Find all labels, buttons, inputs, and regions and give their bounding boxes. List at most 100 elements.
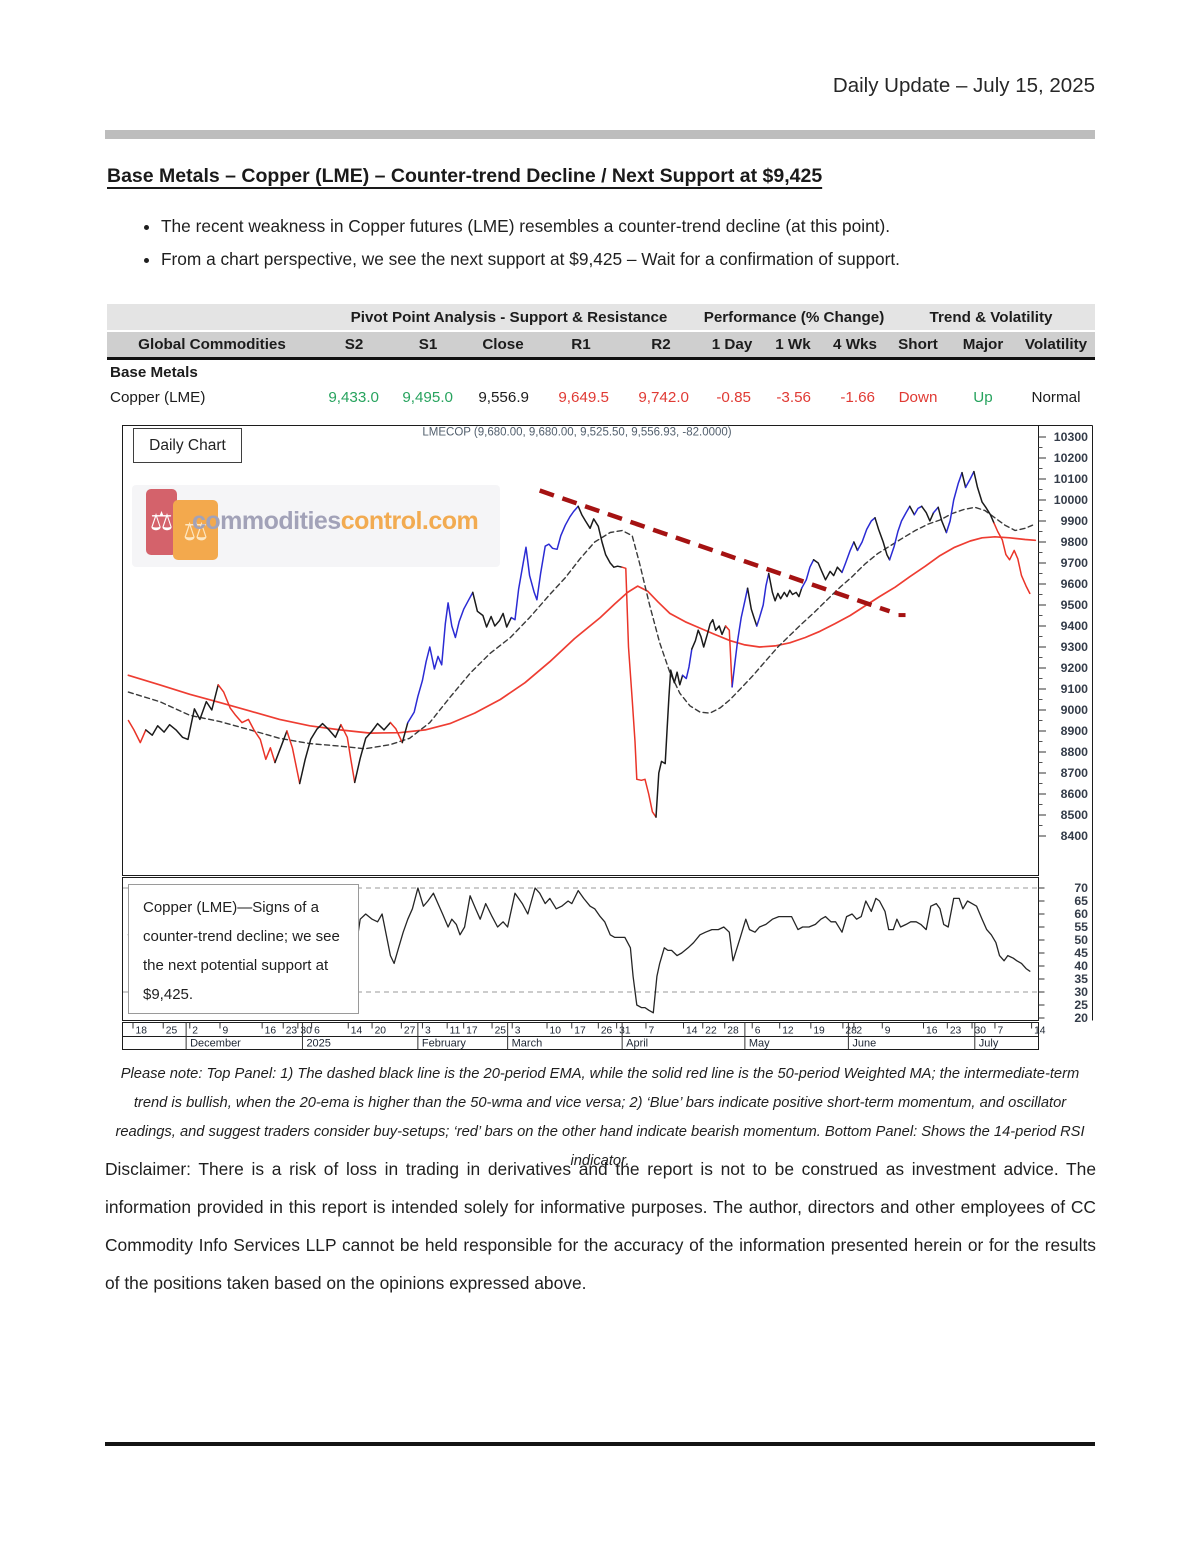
cell-short-trend: Down (898, 389, 938, 406)
svg-text:14: 14 (686, 1026, 698, 1037)
cell-r2: 9,742.0 (638, 389, 689, 406)
svg-text:2: 2 (192, 1026, 198, 1037)
cell-1day: -0.85 (716, 389, 751, 406)
svg-text:28: 28 (845, 1026, 857, 1037)
group-header-trend: Trend & Volatility (929, 308, 1053, 326)
svg-text:14: 14 (1034, 1026, 1046, 1037)
svg-text:December: December (190, 1038, 241, 1050)
svg-text:February: February (422, 1038, 467, 1050)
svg-text:9600: 9600 (1061, 577, 1089, 591)
table-group-header-row: Pivot Point Analysis - Support & Resista… (107, 304, 1095, 330)
scales-icon: ⚖ (146, 489, 177, 555)
col-header: R1 (571, 336, 591, 353)
col-header: Volatility (1024, 336, 1088, 353)
col-header: 4 Wks (833, 336, 877, 353)
svg-text:25: 25 (166, 1026, 178, 1037)
chart-annotation: Copper (LME)—Signs of a counter-trend de… (128, 884, 359, 1014)
svg-text:8800: 8800 (1061, 745, 1089, 759)
svg-text:6: 6 (314, 1026, 320, 1037)
col-header: S1 (418, 336, 438, 353)
svg-text:8900: 8900 (1061, 724, 1089, 738)
header-divider-bar (105, 130, 1095, 139)
svg-text:27: 27 (404, 1026, 416, 1037)
svg-text:55: 55 (1074, 920, 1088, 934)
svg-text:3: 3 (515, 1026, 521, 1037)
col-header: Short (898, 336, 938, 353)
svg-text:35: 35 (1074, 972, 1088, 986)
svg-text:8700: 8700 (1061, 766, 1089, 780)
svg-text:60: 60 (1074, 907, 1088, 921)
chart-note: Please note: Top Panel: 1) The dashed bl… (115, 1066, 1085, 1169)
svg-text:30: 30 (1074, 985, 1088, 999)
svg-text:9900: 9900 (1061, 514, 1089, 528)
svg-text:8600: 8600 (1061, 787, 1089, 801)
cell-s2: 9,433.0 (328, 389, 379, 406)
svg-text:30: 30 (300, 1026, 312, 1037)
col-header: 1 Day (711, 336, 753, 353)
svg-text:70: 70 (1074, 881, 1088, 895)
cell-r1: 9,649.5 (558, 389, 609, 406)
table-row: Copper (LME) 9,433.0 9,495.0 9,556.9 9,6… (107, 385, 1095, 411)
cell-4wks: -1.66 (840, 389, 875, 406)
svg-text:17: 17 (574, 1026, 586, 1037)
group-header-performance: Performance (% Change) (703, 308, 885, 326)
svg-text:2025: 2025 (306, 1038, 330, 1050)
svg-text:30: 30 (975, 1026, 987, 1037)
svg-text:10: 10 (550, 1026, 562, 1037)
svg-text:June: June (852, 1038, 876, 1050)
watermark-orange: control.com (340, 507, 479, 535)
svg-text:9: 9 (223, 1026, 229, 1037)
svg-text:45: 45 (1074, 946, 1088, 960)
svg-text:10100: 10100 (1054, 472, 1088, 486)
cell-s1: 9,495.0 (402, 389, 453, 406)
bullet-item: The recent weakness in Copper futures (L… (161, 216, 900, 237)
svg-text:10300: 10300 (1054, 430, 1088, 444)
svg-text:9100: 9100 (1061, 682, 1089, 696)
table-divider (107, 357, 1095, 360)
group-header-pivot: Pivot Point Analysis - Support & Resista… (350, 308, 668, 326)
svg-text:9300: 9300 (1061, 640, 1089, 654)
table-section-row: Base Metals (110, 363, 198, 381)
svg-text:22: 22 (705, 1026, 717, 1037)
cell-1wk: -3.56 (776, 389, 811, 406)
svg-text:6: 6 (755, 1026, 761, 1037)
daily-chart-figure: ⚖ ⚖ commoditiescontrol.com LMECOP (9,680… (122, 425, 1095, 1057)
bullet-item: From a chart perspective, we see the nex… (161, 249, 900, 270)
col-header: Major (962, 336, 1004, 353)
col-header: S2 (344, 336, 364, 353)
svg-text:25: 25 (495, 1026, 507, 1037)
svg-text:50: 50 (1074, 933, 1088, 947)
svg-text:18: 18 (135, 1026, 147, 1037)
disclaimer: Disclaimer: There is a risk of loss in t… (105, 1159, 1096, 1293)
page-title: Base Metals – Copper (LME) – Counter-tre… (107, 165, 823, 187)
svg-text:8400: 8400 (1061, 829, 1089, 843)
pivot-table: Pivot Point Analysis - Support & Resista… (107, 304, 1095, 411)
cell-major-trend: Up (973, 389, 993, 406)
svg-text:14: 14 (351, 1026, 363, 1037)
col-header: R2 (651, 336, 671, 353)
svg-text:12: 12 (782, 1026, 794, 1037)
price-rsi-chart: LMECOP (9,680.00, 9,680.00, 9,525.50, 9,… (122, 425, 1095, 1060)
footer-rule (105, 1442, 1095, 1446)
watermark-gray: commodities (192, 507, 341, 535)
svg-text:10200: 10200 (1054, 451, 1088, 465)
svg-text:7: 7 (997, 1026, 1003, 1037)
svg-text:16: 16 (265, 1026, 277, 1037)
svg-text:23: 23 (286, 1026, 298, 1037)
svg-text:40: 40 (1074, 959, 1088, 973)
watermark: ⚖ ⚖ commoditiescontrol.com (132, 485, 500, 567)
svg-text:LMECOP (9,680.00, 9,680.00, 9,: LMECOP (9,680.00, 9,680.00, 9,525.50, 9,… (422, 427, 731, 439)
svg-text:2: 2 (856, 1026, 862, 1037)
svg-text:3: 3 (425, 1026, 431, 1037)
svg-text:9: 9 (885, 1026, 891, 1037)
svg-text:23: 23 (950, 1026, 962, 1037)
svg-text:31: 31 (619, 1026, 631, 1037)
document-header: Daily Update – July 15, 2025 (832, 74, 1095, 97)
svg-text:28: 28 (727, 1026, 739, 1037)
svg-text:9500: 9500 (1061, 598, 1089, 612)
col-header: Global Commodities (138, 336, 286, 353)
table-column-header-row: Global Commodities S2 S1 Close R1 R2 1 D… (107, 332, 1095, 357)
col-header: 1 Wk (775, 336, 811, 353)
col-header: Close (482, 336, 524, 353)
svg-text:7: 7 (648, 1026, 654, 1037)
